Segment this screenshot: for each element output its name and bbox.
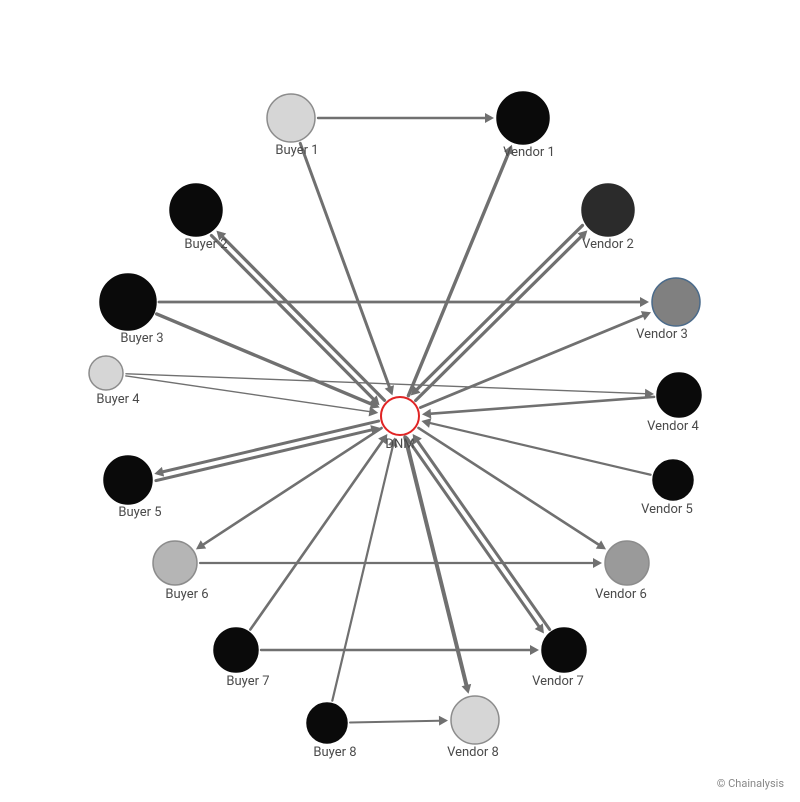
edge-buyer3-dnm [157, 314, 372, 404]
edge-buyer8-vendor8 [350, 721, 439, 723]
node-label-vendor2: Vendor 2 [582, 237, 634, 252]
node-label-buyer8: Buyer 8 [313, 745, 356, 760]
edge-buyer8-dnm [332, 446, 393, 700]
node-dnm [381, 397, 419, 435]
node-label-vendor5: Vendor 5 [641, 502, 693, 517]
edge-vendor4-dnm [431, 397, 654, 414]
node-label-buyer6: Buyer 6 [165, 587, 208, 602]
arrowhead [422, 409, 431, 419]
arrowhead [421, 418, 431, 428]
node-buyer2 [170, 184, 222, 236]
arrowhead [439, 716, 448, 726]
node-label-vendor8: Vendor 8 [447, 745, 499, 760]
node-label-buyer1: Buyer 1 [275, 143, 318, 158]
node-label-buyer4: Buyer 4 [96, 392, 140, 407]
node-label-buyer3: Buyer 3 [120, 331, 163, 346]
node-buyer6 [153, 541, 197, 585]
edge-vendor5-dnm [430, 423, 650, 475]
node-label-vendor4: Vendor 4 [647, 419, 699, 434]
node-vendor8 [451, 696, 499, 744]
node-vendor6 [605, 541, 649, 585]
node-vendor1 [497, 92, 549, 144]
edge-buyer2-dnm [211, 236, 373, 399]
node-vendor3 [652, 278, 700, 326]
node-vendor5 [653, 460, 693, 500]
node-buyer8 [307, 703, 347, 743]
arrowhead [640, 297, 649, 307]
node-buyer7 [214, 628, 258, 672]
edge-dnm-vendor6 [418, 428, 598, 545]
edge-vendor2-dnm [417, 225, 582, 389]
arrowhead [485, 113, 494, 123]
edge-dnm-buyer6 [203, 428, 381, 544]
node-label-vendor3: Vendor 3 [636, 327, 688, 342]
edge-dnm-vendor8 [405, 437, 466, 685]
network-diagram: Buyer 1 Buyer 2 Buyer 3 Buyer 4 Buyer 5 Buyer… [0, 0, 800, 802]
node-vendor4 [657, 373, 701, 417]
node-label-buyer5: Buyer 5 [118, 505, 161, 520]
node-label-buyer2: Buyer 2 [184, 237, 227, 252]
node-buyer1 [267, 94, 315, 142]
node-buyer5 [104, 456, 152, 504]
node-label-vendor1: Vendor 1 [503, 145, 555, 160]
node-label-buyer7: Buyer 7 [226, 674, 269, 689]
arrowhead [593, 558, 602, 568]
arrowhead [154, 467, 164, 477]
node-buyer3 [100, 274, 156, 330]
node-buyer4 [89, 356, 123, 390]
arrowhead [530, 645, 539, 655]
edge-buyer1-dnm [300, 143, 389, 387]
node-vendor7 [542, 628, 586, 672]
node-label-vendor6: Vendor 6 [595, 587, 647, 602]
arrowhead [462, 684, 472, 694]
node-label-dnm: DNM [385, 437, 414, 452]
attribution-text: © Chainalysis [717, 777, 784, 790]
edge-dnm-buyer5 [163, 421, 379, 472]
nodes-layer [89, 92, 701, 744]
node-vendor2 [582, 184, 634, 236]
node-label-vendor7: Vendor 7 [532, 674, 584, 689]
